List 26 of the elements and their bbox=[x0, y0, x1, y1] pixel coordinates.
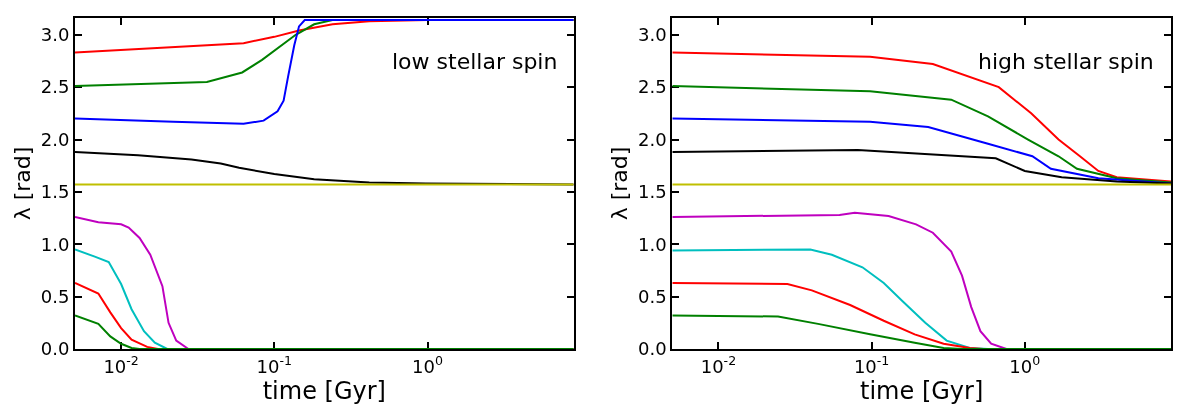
y-tick-label: 3.0 bbox=[638, 24, 667, 46]
y-tick-label: 1.5 bbox=[40, 181, 70, 203]
y-axis-title: λ [rad] bbox=[10, 146, 36, 221]
y-tick-label: 0.5 bbox=[40, 285, 70, 307]
y-tick-label: 1.0 bbox=[40, 233, 70, 255]
y-tick-label: 1.0 bbox=[638, 233, 667, 255]
y-tick-label: 2.5 bbox=[638, 76, 667, 98]
x-tick-label: 10$^{0}$ bbox=[1009, 353, 1041, 377]
x-axis-title: time [Gyr] bbox=[860, 376, 984, 405]
x-tick-label: 10$^{-2}$ bbox=[700, 353, 737, 377]
y-tick-label: 3.0 bbox=[40, 24, 70, 46]
annotation: low stellar spin bbox=[392, 49, 558, 74]
annotation: high stellar spin bbox=[978, 49, 1154, 74]
y-tick-label: 0.0 bbox=[638, 338, 667, 360]
x-axis-title: time [Gyr] bbox=[262, 376, 386, 405]
y-tick-label: 2.0 bbox=[40, 128, 70, 150]
x-tick-label: 10$^{-1}$ bbox=[256, 353, 293, 377]
y-tick-label: 0.5 bbox=[638, 285, 667, 307]
y-tick-label: 2.5 bbox=[40, 76, 70, 98]
y-tick-label: 2.0 bbox=[638, 128, 667, 150]
y-tick-label: 0.0 bbox=[40, 338, 70, 360]
y-axis-title: λ [rad] bbox=[607, 146, 633, 221]
x-tick-label: 10$^{-1}$ bbox=[853, 353, 890, 377]
x-tick-label: 10$^{0}$ bbox=[412, 353, 443, 377]
x-tick-label: 10$^{-2}$ bbox=[103, 353, 139, 377]
y-tick-label: 1.5 bbox=[638, 181, 667, 203]
